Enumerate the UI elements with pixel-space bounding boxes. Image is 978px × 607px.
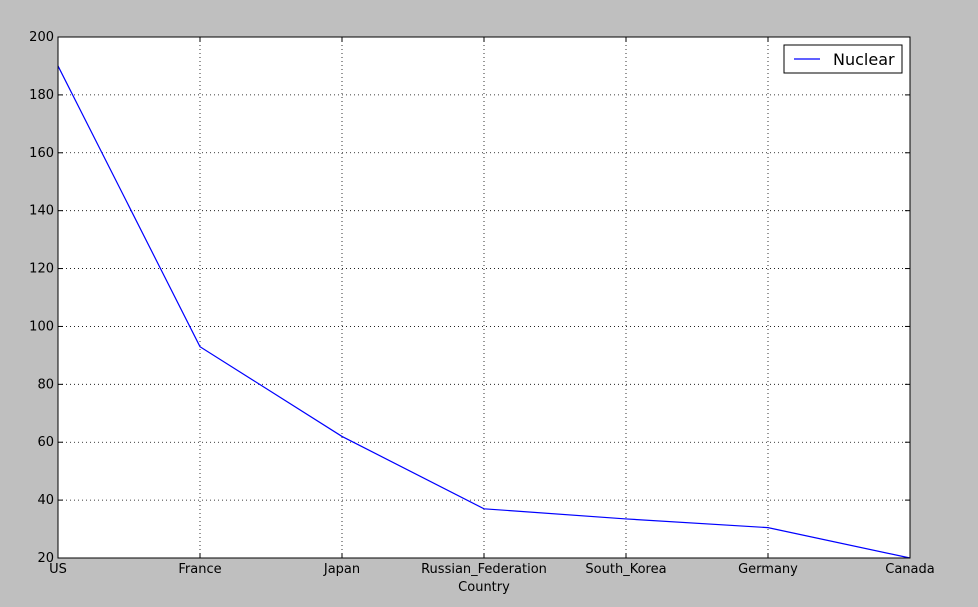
x-tick-label: Russian_Federation: [421, 562, 547, 577]
legend: Nuclear: [783, 44, 903, 74]
x-axis-label: Country: [458, 580, 510, 595]
x-tick-label: South_Korea: [585, 562, 666, 577]
x-tick-label: Germany: [738, 562, 798, 577]
y-tick-label: 100: [29, 319, 54, 334]
y-tick-label: 40: [37, 493, 54, 508]
x-tick-label: US: [49, 562, 67, 577]
x-tick-label: France: [178, 562, 221, 577]
y-tick-label: 180: [29, 88, 54, 103]
ticks: US France Japan Russian_Federation South_Kor…: [29, 30, 935, 577]
y-tick-label: 120: [29, 262, 54, 277]
y-tick-label: 80: [37, 377, 54, 392]
legend-label: Nuclear: [833, 50, 895, 69]
y-tick-label: 200: [29, 30, 54, 45]
x-tick-label: Japan: [323, 562, 360, 577]
y-tick-label: 60: [37, 435, 54, 450]
y-tick-label: 20: [37, 551, 54, 566]
y-tick-label: 140: [29, 204, 54, 219]
y-tick-label: 160: [29, 146, 54, 161]
x-tick-label: Canada: [885, 562, 934, 577]
